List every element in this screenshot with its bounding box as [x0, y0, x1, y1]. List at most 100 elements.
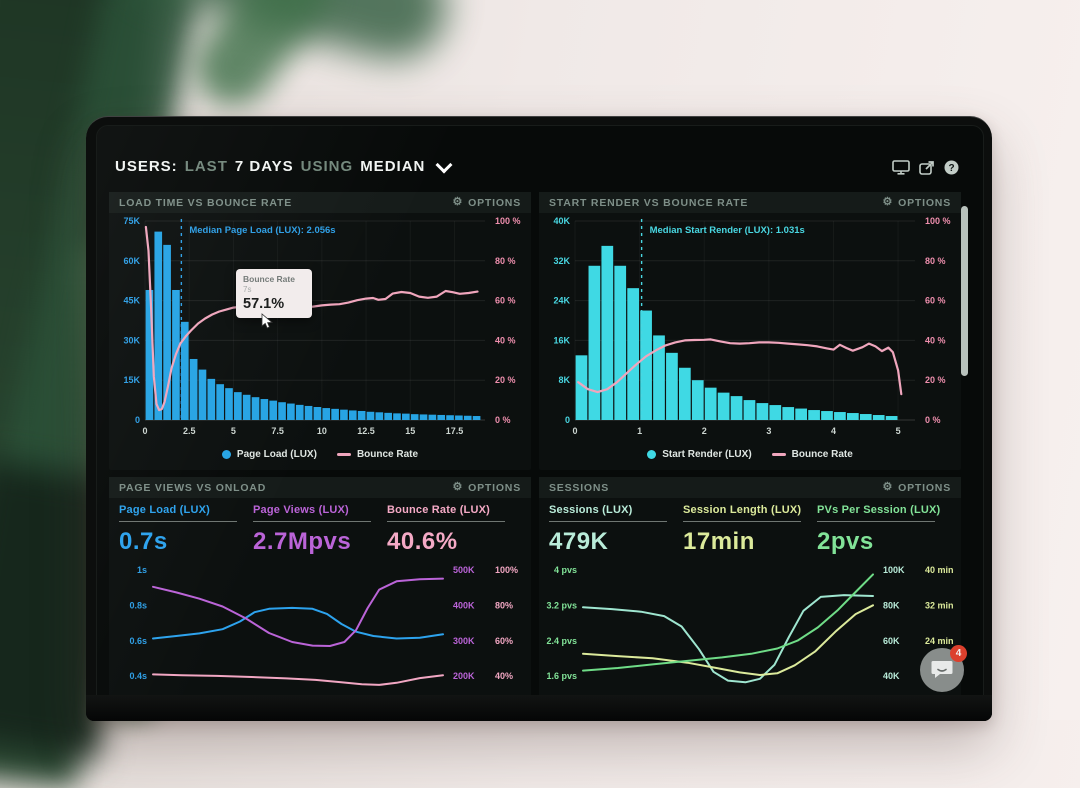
histogram-bar[interactable] — [419, 414, 428, 420]
histogram-bar[interactable] — [678, 367, 691, 420]
histogram-bar[interactable] — [704, 387, 717, 420]
histogram-bar[interactable] — [304, 405, 313, 420]
histogram-bar[interactable] — [428, 414, 437, 420]
histogram-bar[interactable] — [717, 392, 730, 420]
help-icon[interactable]: ? — [944, 160, 959, 175]
series-line[interactable] — [582, 573, 874, 672]
histogram-bar[interactable] — [145, 289, 154, 420]
histogram-bar[interactable] — [575, 355, 588, 420]
start-render-histogram: 40K 100 % 32K 80 % 24K 60 % 16K 40 % 8K 20 % 0 0 % 0… — [553, 216, 950, 436]
series-line[interactable] — [152, 673, 444, 686]
share-icon[interactable] — [919, 160, 935, 175]
histogram-bar[interactable] — [180, 321, 189, 420]
histogram-bar[interactable] — [357, 410, 366, 420]
tooltip-value: 57.1% — [243, 296, 285, 312]
histogram-bar[interactable] — [348, 410, 357, 420]
series-line[interactable] — [582, 604, 874, 676]
bounce-rate-line[interactable] — [577, 338, 903, 396]
options-button[interactable]: ⚙ OPTIONS — [882, 197, 951, 209]
histogram-bar[interactable] — [278, 402, 286, 420]
histogram-bar[interactable] — [154, 231, 163, 420]
metric-sessions: Sessions (LUX) 479K — [549, 504, 683, 556]
x-tick: 5 — [896, 426, 901, 436]
histogram-bar[interactable] — [808, 410, 820, 420]
mouse-cursor-icon — [261, 313, 273, 329]
histogram-bar[interactable] — [640, 310, 652, 420]
histogram-bar[interactable] — [189, 358, 198, 420]
chart-area: 75K 100 % 60K 80 % 45K 60 % 30K 40 % 15K 20 % 0 0 %… — [109, 213, 531, 470]
vertical-scrollbar[interactable] — [961, 206, 968, 376]
histogram-bar[interactable] — [627, 288, 640, 420]
histogram-bar[interactable] — [295, 404, 304, 420]
histogram-bar[interactable] — [472, 416, 481, 420]
chat-launcher-button[interactable]: 4 — [920, 645, 967, 692]
histogram-bar[interactable] — [666, 352, 678, 420]
plant-leaf — [180, 0, 345, 121]
histogram-bar[interactable] — [769, 405, 782, 420]
histogram-bar[interactable] — [437, 414, 446, 420]
histogram-bar[interactable] — [756, 403, 769, 420]
options-button[interactable]: ⚙ OPTIONS — [452, 197, 521, 209]
histogram-bar[interactable] — [375, 412, 384, 420]
histogram-bar[interactable] — [410, 414, 419, 420]
histogram-bar[interactable] — [242, 394, 251, 420]
histogram-bar[interactable] — [821, 411, 833, 420]
legend-item-bounce-rate[interactable]: Bounce Rate — [771, 449, 853, 460]
histogram-bar[interactable] — [743, 400, 756, 420]
histogram-bar[interactable] — [691, 380, 704, 420]
histogram-bar[interactable] — [455, 415, 463, 420]
histogram-bar[interactable] — [885, 416, 898, 420]
histogram-bar[interactable] — [653, 335, 665, 420]
x-tick: 12.5 — [357, 426, 375, 436]
histogram-bar[interactable] — [331, 408, 339, 420]
options-button[interactable]: ⚙ OPTIONS — [882, 482, 951, 494]
series-line[interactable] — [582, 594, 874, 684]
series-line[interactable] — [152, 606, 444, 640]
histogram-bar[interactable] — [366, 411, 375, 420]
histogram-bar[interactable] — [287, 403, 295, 420]
options-button[interactable]: ⚙ OPTIONS — [452, 482, 521, 494]
histogram-bar[interactable] — [260, 399, 269, 420]
histogram-bar[interactable] — [393, 413, 401, 420]
metric-value: 2pvs — [817, 528, 874, 555]
series-line[interactable] — [152, 577, 444, 647]
title-using: USING — [300, 158, 354, 175]
histogram-bar[interactable] — [340, 409, 348, 420]
histogram-bar[interactable] — [463, 415, 472, 420]
legend-label: Bounce Rate — [356, 449, 419, 460]
histogram-bar[interactable] — [216, 384, 224, 420]
histogram-bar[interactable] — [859, 414, 872, 420]
legend-item-page-load[interactable]: Page Load (LUX) — [221, 449, 317, 460]
chart-tooltip: Bounce Rate 7s 57.1% — [236, 269, 312, 318]
legend-item-start-render[interactable]: Start Render (LUX) — [647, 449, 752, 460]
histogram-bar[interactable] — [588, 265, 601, 420]
y-right-tick: 60 % — [925, 296, 946, 306]
histogram-bar[interactable] — [730, 396, 743, 420]
histogram-bar[interactable] — [207, 378, 216, 420]
histogram-bar[interactable] — [601, 245, 614, 420]
histogram-bar[interactable] — [834, 412, 846, 420]
histogram-bar[interactable] — [163, 244, 171, 420]
histogram-bar[interactable] — [322, 408, 331, 420]
histogram-bar[interactable] — [384, 412, 392, 420]
display-icon[interactable] — [892, 160, 910, 175]
histogram-bar[interactable] — [846, 413, 859, 420]
histogram-bar[interactable] — [402, 413, 410, 420]
y-right-tick: 80 % — [925, 256, 946, 266]
histogram-bar[interactable] — [614, 265, 627, 420]
dashboard-title-dropdown[interactable]: USERS: LAST 7 DAYS USING MEDIAN — [115, 156, 453, 175]
histogram-bar[interactable] — [313, 406, 322, 420]
histogram-bar[interactable] — [234, 392, 242, 420]
panel-title: START RENDER VS BOUNCE RATE — [549, 196, 749, 209]
histogram-bar[interactable] — [446, 415, 454, 420]
legend-item-bounce-rate[interactable]: Bounce Rate — [336, 449, 419, 460]
histogram-bar[interactable] — [872, 415, 885, 420]
histogram-bar[interactable] — [795, 408, 808, 420]
y-right-tick: 32 min — [925, 601, 954, 611]
y-right-tick: 80 % — [495, 256, 516, 266]
histogram-bar[interactable] — [198, 369, 207, 420]
histogram-bar[interactable] — [225, 388, 233, 420]
histogram-bar[interactable] — [782, 407, 795, 420]
histogram-bar[interactable] — [269, 400, 278, 420]
histogram-bar[interactable] — [251, 397, 260, 420]
